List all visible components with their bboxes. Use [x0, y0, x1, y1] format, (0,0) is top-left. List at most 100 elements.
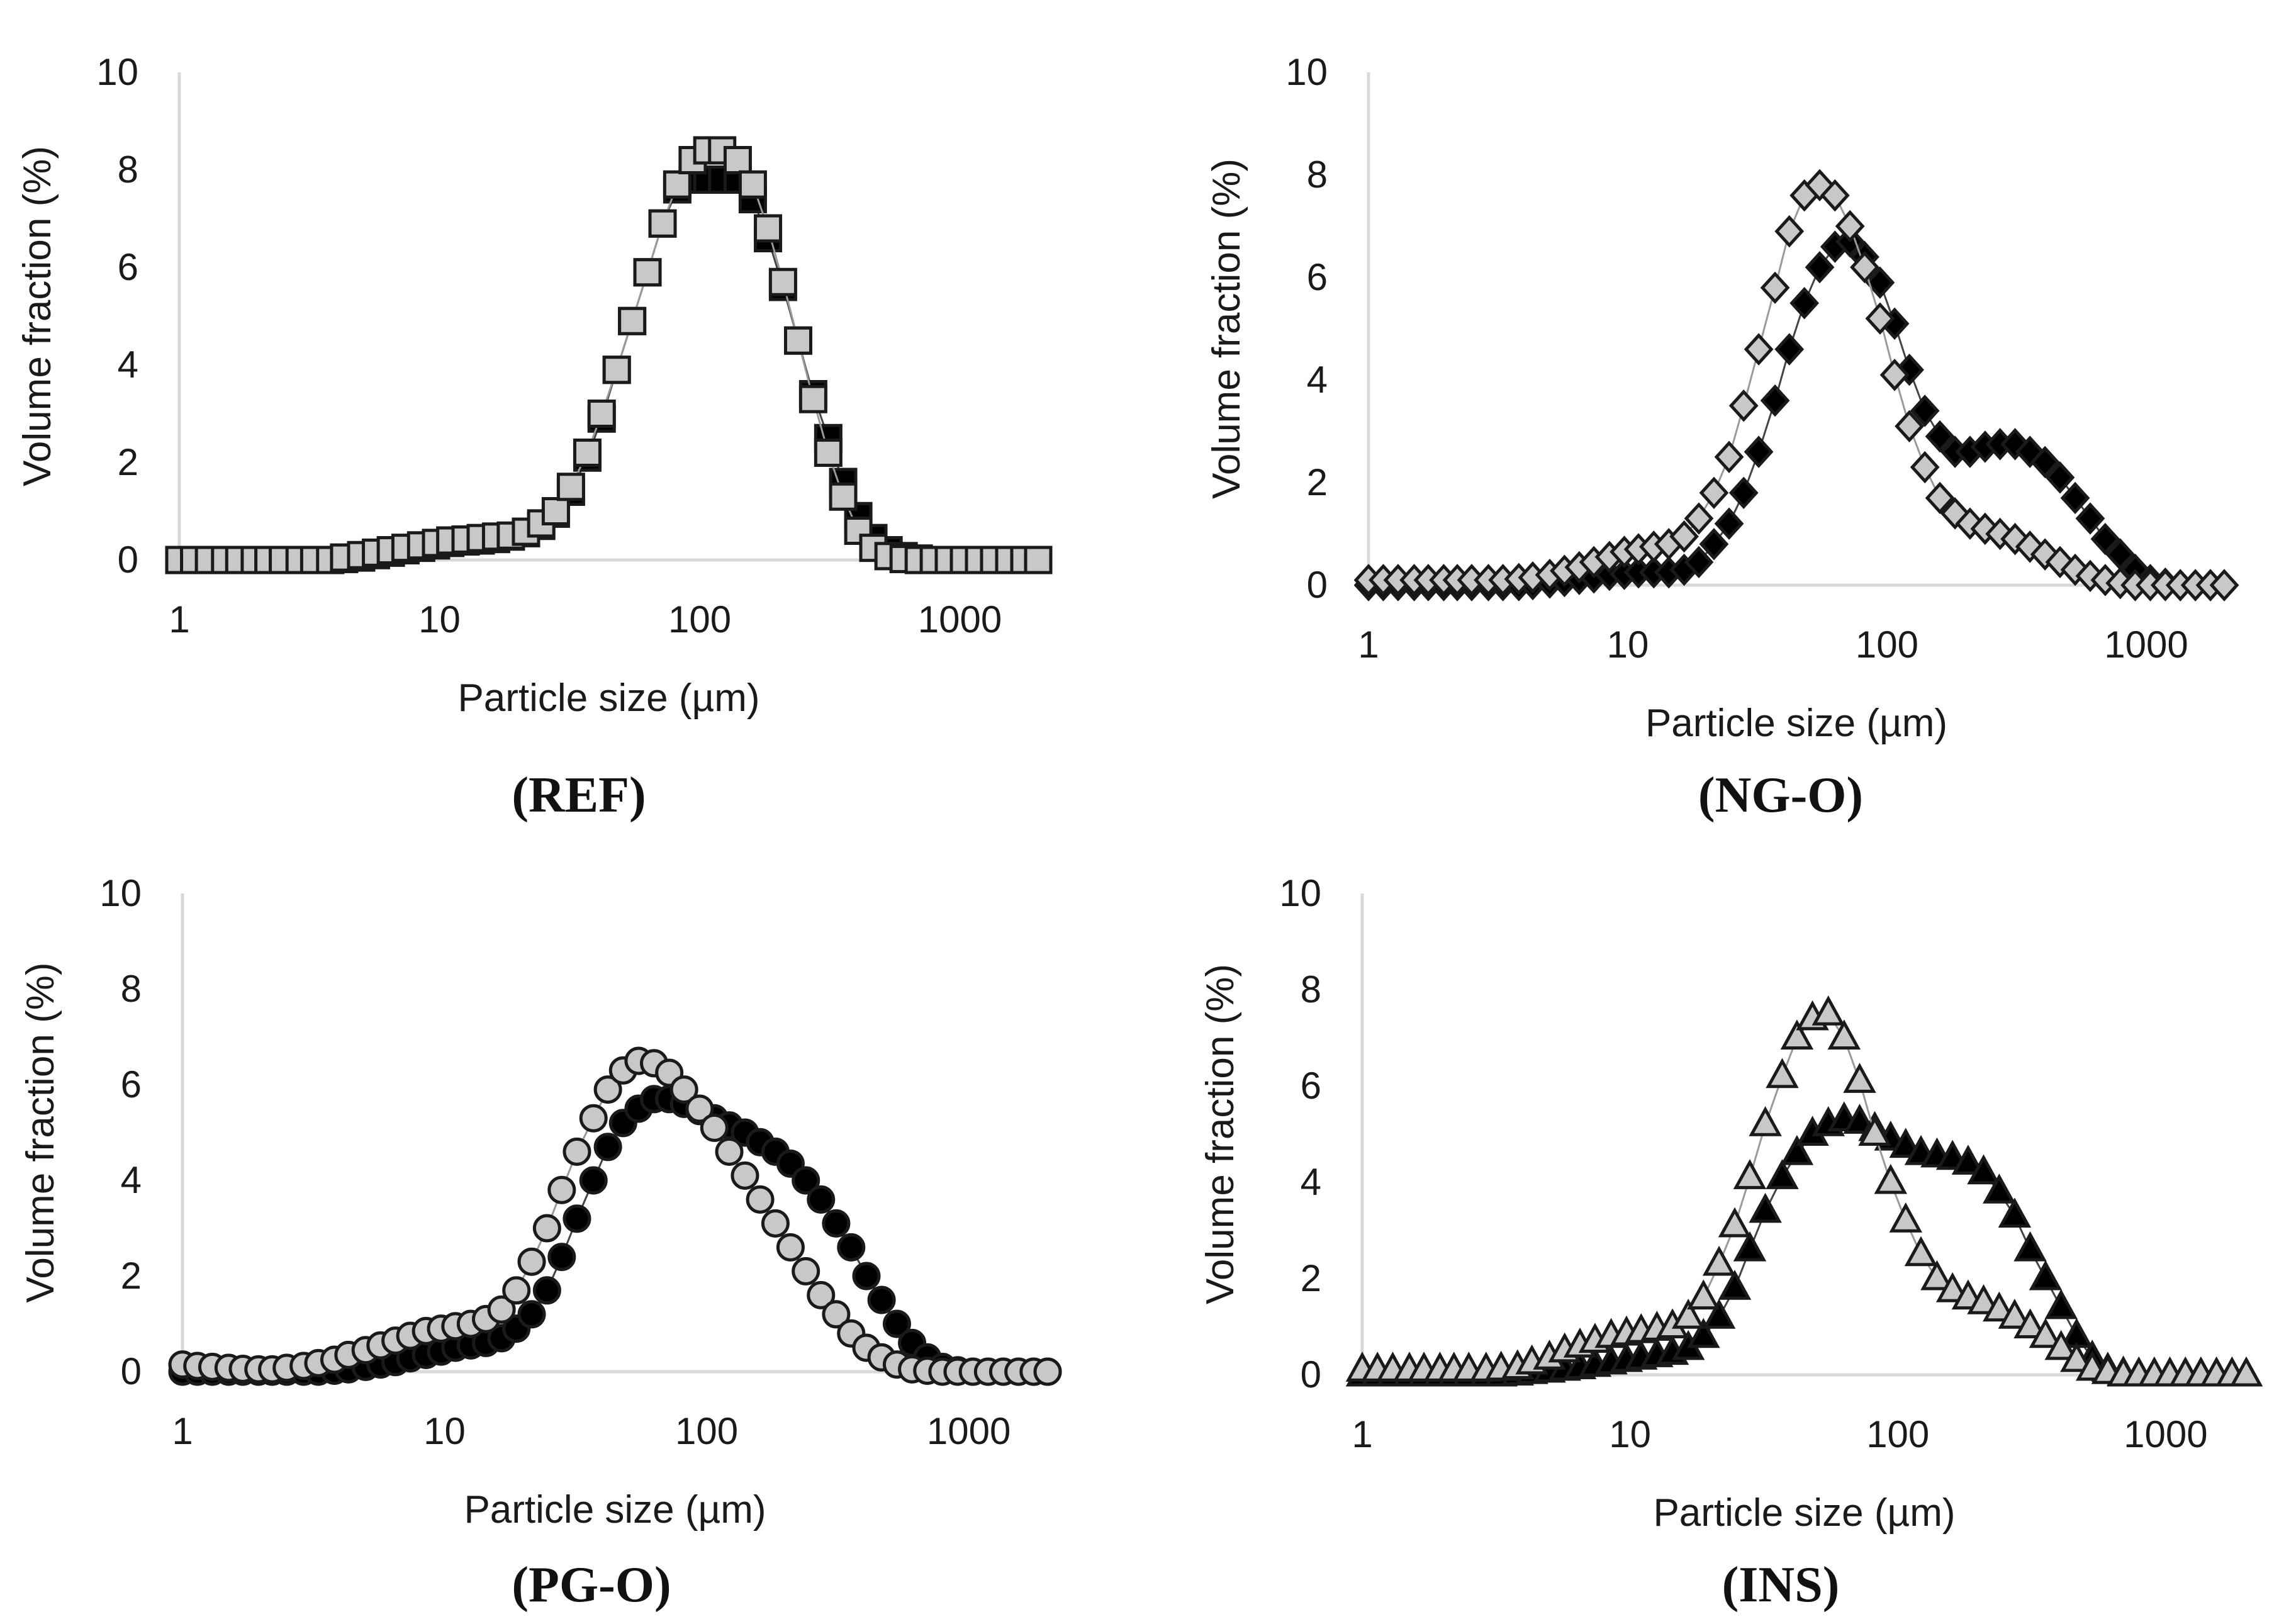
data-point — [807, 1280, 836, 1309]
x-tick-label: 10 — [1609, 1413, 1651, 1455]
series-black — [1345, 1101, 2263, 1387]
data-point — [1983, 1173, 2016, 1204]
series-line — [182, 1060, 1048, 1373]
data-point — [1850, 250, 1879, 284]
y-tick-label: 0 — [121, 1350, 142, 1392]
data-point — [1889, 1128, 1922, 1158]
y-tick-label: 8 — [118, 148, 138, 191]
data-point — [1728, 476, 1759, 510]
data-point — [2044, 1330, 2078, 1360]
data-point — [1998, 1299, 2032, 1329]
y-tick-label: 2 — [121, 1255, 142, 1297]
series-line — [179, 149, 1038, 561]
data-point — [882, 1309, 911, 1338]
x-tick-label: 10 — [1607, 624, 1649, 666]
y-tick-label: 0 — [118, 539, 138, 581]
data-point — [731, 1161, 759, 1190]
data-point — [541, 497, 570, 525]
y-tick-label: 4 — [1307, 359, 1328, 401]
y-tick-label: 4 — [121, 1159, 142, 1201]
data-point — [1843, 1063, 1876, 1093]
data-point — [1865, 266, 1895, 299]
data-point — [1714, 440, 1744, 473]
data-point — [633, 258, 662, 287]
y-tick-label: 2 — [1307, 461, 1328, 503]
series-gray — [1353, 169, 2239, 602]
x-tick-label: 100 — [1866, 1413, 1929, 1455]
data-point — [602, 356, 631, 384]
data-point — [792, 1166, 820, 1195]
data-point — [563, 1137, 591, 1166]
y-tick-label: 6 — [1307, 256, 1328, 298]
data-point — [2013, 1308, 2047, 1338]
x-tick-label: 1 — [172, 1410, 193, 1452]
panel-ins: 0 2 4 6 8 10 1 10 100 1000 Particle size (µm) Volum… — [1199, 872, 2263, 1613]
data-point — [867, 1285, 896, 1314]
data-point — [852, 1262, 881, 1291]
data-point — [1935, 1272, 1969, 1302]
data-point — [2075, 502, 2105, 535]
data-point — [532, 1276, 561, 1305]
data-point — [2090, 522, 2120, 556]
x-tick-label: 1000 — [2124, 1413, 2207, 1455]
data-point — [798, 384, 827, 413]
data-point — [2044, 1289, 2078, 1319]
data-point — [1699, 528, 1729, 561]
data-point — [1744, 333, 1774, 366]
data-point — [1983, 1291, 2016, 1322]
data-point — [2013, 1231, 2047, 1262]
data-point — [663, 170, 692, 199]
data-point — [563, 1204, 591, 1233]
y-tick-label: 8 — [1301, 968, 1321, 1011]
panel-caption: (NG-O) — [1698, 768, 1863, 823]
data-point — [517, 1300, 546, 1329]
y-tick-label: 6 — [1301, 1065, 1321, 1107]
y-axis-title: Volume fraction (%) — [19, 963, 62, 1303]
x-tick-label: 1 — [1352, 1413, 1372, 1455]
data-point — [1699, 476, 1729, 510]
data-point — [669, 1075, 698, 1104]
data-point — [1766, 1058, 1799, 1089]
data-point — [1780, 1019, 1814, 1050]
data-point — [2060, 1341, 2093, 1372]
data-point — [2029, 1260, 2063, 1291]
y-tick-label: 10 — [1279, 872, 1321, 914]
data-point — [1671, 1299, 1705, 1329]
data-point — [1780, 1134, 1814, 1165]
x-tick-label: 1 — [1358, 624, 1379, 666]
data-point — [2029, 1318, 2063, 1348]
data-point — [738, 170, 767, 199]
data-point — [579, 1166, 608, 1195]
series-black — [1353, 225, 2239, 602]
x-tick-label: 100 — [1856, 624, 1918, 666]
data-point — [1749, 1106, 1782, 1136]
data-point — [1728, 389, 1759, 422]
data-point — [1749, 1192, 1782, 1223]
y-tick-label: 8 — [121, 968, 142, 1010]
data-point — [1998, 1197, 2032, 1228]
x-axis-title: Particle size (µm) — [457, 676, 759, 720]
data-point — [1702, 1245, 1736, 1276]
data-point — [1714, 507, 1744, 540]
data-point — [829, 482, 858, 511]
panel-ref: 0 2 4 6 8 10 1 10 100 1000 Particle size (µm) Volum… — [16, 51, 1053, 823]
data-point — [822, 1300, 851, 1329]
data-point — [1879, 359, 1910, 391]
y-tick-label: 4 — [1301, 1161, 1321, 1203]
data-point — [776, 1233, 805, 1262]
data-point — [593, 1075, 622, 1104]
data-point — [1910, 395, 1940, 427]
data-point — [618, 306, 647, 335]
data-point — [2229, 1356, 2263, 1387]
y-tick-label: 10 — [96, 51, 138, 93]
data-point — [807, 1185, 836, 1214]
data-point — [1733, 1159, 1767, 1189]
data-point — [2060, 481, 2090, 515]
data-point — [1669, 520, 1699, 553]
data-point — [723, 146, 752, 174]
data-point — [1744, 435, 1774, 468]
series-gray — [165, 136, 1053, 574]
data-point — [746, 1185, 775, 1214]
data-point — [487, 1295, 516, 1324]
